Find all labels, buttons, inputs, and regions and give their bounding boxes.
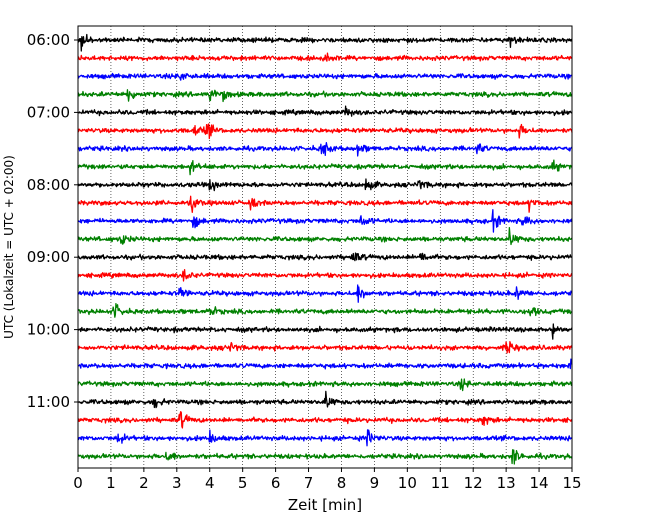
x-tick-label: 4 [205, 474, 215, 492]
seismic-trace [77, 33, 573, 52]
seismic-trace [77, 227, 573, 246]
x-tick-label: 13 [497, 474, 516, 492]
y-tick-label: 08:00 [27, 176, 70, 194]
x-tick-label: 6 [271, 474, 281, 492]
seismic-trace [77, 142, 573, 157]
seismic-trace [77, 123, 573, 140]
x-tick-label: 7 [304, 474, 314, 492]
y-tick-label: 07:00 [27, 103, 70, 121]
seismic-trace [77, 159, 573, 176]
x-tick-label: 5 [238, 474, 248, 492]
y-tick-label: 09:00 [27, 248, 70, 266]
seismic-traces [77, 33, 573, 465]
seismic-trace [77, 89, 573, 103]
seismic-trace [77, 411, 573, 429]
seismic-trace [77, 105, 573, 117]
plot-frame [77, 25, 573, 469]
seismic-trace [77, 269, 573, 282]
y-axis-label: UTC (Lokalzeit = UTC + 02:00) [2, 155, 16, 339]
x-tick-label: 8 [337, 474, 347, 492]
seismic-trace [77, 378, 573, 392]
seismic-trace [77, 449, 573, 465]
x-tick-label: 11 [431, 474, 450, 492]
x-tick-label: 3 [172, 474, 182, 492]
seismic-trace [77, 195, 573, 214]
x-tick-label: 12 [464, 474, 483, 492]
x-axis-ticks: 0 1 2 3 4 5 6 7 8 9 10 11 12 13 14 15 [73, 468, 582, 492]
x-axis-label: Zeit [min] [288, 496, 362, 514]
x-tick-label: 2 [139, 474, 149, 492]
seismic-trace [77, 358, 573, 370]
x-tick-label: 14 [530, 474, 549, 492]
y-tick-label: 11:00 [27, 393, 70, 411]
x-tick-label: 1 [106, 474, 116, 492]
seismic-trace [77, 390, 573, 409]
seismic-trace [77, 323, 573, 340]
x-tick-label: 0 [73, 474, 83, 492]
seismic-trace [77, 72, 573, 81]
x-tick-label: 9 [370, 474, 380, 492]
x-tick-label: 10 [398, 474, 417, 492]
seismic-trace [77, 429, 573, 447]
seismic-trace [77, 302, 573, 318]
y-tick-label: 10:00 [27, 321, 70, 339]
seismic-trace [77, 209, 573, 233]
seismic-trace [77, 341, 573, 354]
y-tick-label: 06:00 [27, 31, 70, 49]
y-axis-ticks: 06:00 07:00 08:00 09:00 10:00 11:00 [27, 31, 78, 411]
x-tick-label: 15 [562, 474, 581, 492]
seismic-trace [77, 252, 573, 262]
seismic-trace [77, 284, 573, 303]
seismic-trace [77, 178, 573, 192]
seismic-trace [77, 52, 573, 62]
